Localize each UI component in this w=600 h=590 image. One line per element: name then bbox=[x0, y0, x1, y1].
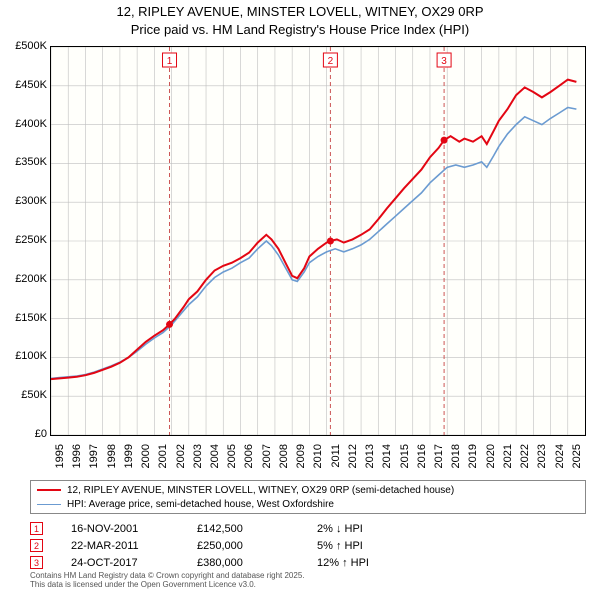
svg-text:3: 3 bbox=[441, 56, 447, 67]
x-tick-label: 2022 bbox=[519, 444, 531, 468]
svg-text:1: 1 bbox=[167, 56, 173, 67]
sale-marker-icon: 2 bbox=[30, 539, 43, 552]
x-tick-label: 1998 bbox=[106, 444, 118, 468]
x-tick-label: 2008 bbox=[278, 444, 290, 468]
x-tick-label: 1995 bbox=[54, 444, 66, 468]
x-tick-label: 2025 bbox=[571, 444, 583, 468]
x-tick-label: 2017 bbox=[433, 444, 445, 468]
x-tick-label: 2007 bbox=[261, 444, 273, 468]
sale-marker-icon: 1 bbox=[30, 522, 43, 535]
legend-item-price: 12, RIPLEY AVENUE, MINSTER LOVELL, WITNE… bbox=[37, 483, 579, 497]
legend-swatch-hpi bbox=[37, 504, 61, 505]
y-tick-label: £100K bbox=[1, 350, 47, 362]
x-tick-label: 2021 bbox=[502, 444, 514, 468]
legend-label-hpi: HPI: Average price, semi-detached house,… bbox=[67, 499, 334, 510]
x-tick-label: 2011 bbox=[330, 444, 342, 468]
svg-text:2: 2 bbox=[328, 56, 334, 67]
y-tick-label: £500K bbox=[1, 40, 47, 52]
x-tick-label: 2012 bbox=[347, 444, 359, 468]
y-tick-label: £250K bbox=[1, 234, 47, 246]
y-tick-label: £200K bbox=[1, 273, 47, 285]
x-tick-label: 2010 bbox=[312, 444, 324, 468]
x-tick-label: 2023 bbox=[536, 444, 548, 468]
x-tick-label: 2014 bbox=[381, 444, 393, 468]
sale-diff: 2% ↓ HPI bbox=[317, 523, 457, 535]
legend-swatch-price bbox=[37, 489, 61, 491]
x-tick-label: 2004 bbox=[209, 444, 221, 468]
legend: 12, RIPLEY AVENUE, MINSTER LOVELL, WITNE… bbox=[30, 480, 586, 514]
sale-date: 16-NOV-2001 bbox=[71, 523, 197, 535]
x-tick-label: 2020 bbox=[485, 444, 497, 468]
x-tick-label: 1996 bbox=[71, 444, 83, 468]
x-tick-label: 1997 bbox=[88, 444, 100, 468]
footer-line2: This data is licensed under the Open Gov… bbox=[30, 581, 305, 590]
sale-diff: 12% ↑ HPI bbox=[317, 557, 457, 569]
plot-svg: 1 2 3 bbox=[51, 47, 585, 435]
plot-area: 1 2 3 bbox=[50, 46, 586, 436]
sales-table: 1 16-NOV-2001£142,5002% ↓ HPI 2 22-MAR-2011… bbox=[30, 520, 457, 571]
sale-date: 24-OCT-2017 bbox=[71, 557, 197, 569]
y-tick-label: £450K bbox=[1, 79, 47, 91]
legend-item-hpi: HPI: Average price, semi-detached house,… bbox=[37, 497, 579, 511]
x-tick-label: 2018 bbox=[450, 444, 462, 468]
x-tick-label: 2009 bbox=[295, 444, 307, 468]
x-tick-label: 2001 bbox=[157, 444, 169, 468]
sale-marker-icon: 3 bbox=[30, 556, 43, 569]
sale-date: 22-MAR-2011 bbox=[71, 540, 197, 552]
y-tick-label: £300K bbox=[1, 195, 47, 207]
sale-price: £380,000 bbox=[197, 557, 317, 569]
x-tick-label: 1999 bbox=[123, 444, 135, 468]
x-tick-label: 2005 bbox=[226, 444, 238, 468]
y-tick-label: £350K bbox=[1, 156, 47, 168]
x-tick-label: 2006 bbox=[243, 444, 255, 468]
chart-title-line1: 12, RIPLEY AVENUE, MINSTER LOVELL, WITNE… bbox=[0, 4, 600, 19]
x-tick-label: 2013 bbox=[364, 444, 376, 468]
y-tick-label: £50K bbox=[1, 389, 47, 401]
y-tick-label: £400K bbox=[1, 118, 47, 130]
x-tick-label: 2002 bbox=[175, 444, 187, 468]
legend-label-price: 12, RIPLEY AVENUE, MINSTER LOVELL, WITNE… bbox=[67, 485, 454, 496]
sales-row: 3 24-OCT-2017£380,00012% ↑ HPI bbox=[30, 554, 457, 571]
footer-attribution: Contains HM Land Registry data © Crown c… bbox=[30, 572, 305, 590]
sale-price: £250,000 bbox=[197, 540, 317, 552]
x-tick-label: 2024 bbox=[554, 444, 566, 468]
y-tick-label: £150K bbox=[1, 312, 47, 324]
chart-title-line2: Price paid vs. HM Land Registry's House … bbox=[0, 22, 600, 37]
x-tick-label: 2019 bbox=[467, 444, 479, 468]
sale-price: £142,500 bbox=[197, 523, 317, 535]
x-tick-label: 2015 bbox=[399, 444, 411, 468]
y-tick-label: £0 bbox=[1, 428, 47, 440]
chart-root: 12, RIPLEY AVENUE, MINSTER LOVELL, WITNE… bbox=[0, 0, 600, 590]
x-tick-label: 2003 bbox=[192, 444, 204, 468]
sale-diff: 5% ↑ HPI bbox=[317, 540, 457, 552]
x-tick-label: 2016 bbox=[416, 444, 428, 468]
x-tick-label: 2000 bbox=[140, 444, 152, 468]
sales-row: 2 22-MAR-2011£250,0005% ↑ HPI bbox=[30, 537, 457, 554]
sales-row: 1 16-NOV-2001£142,5002% ↓ HPI bbox=[30, 520, 457, 537]
